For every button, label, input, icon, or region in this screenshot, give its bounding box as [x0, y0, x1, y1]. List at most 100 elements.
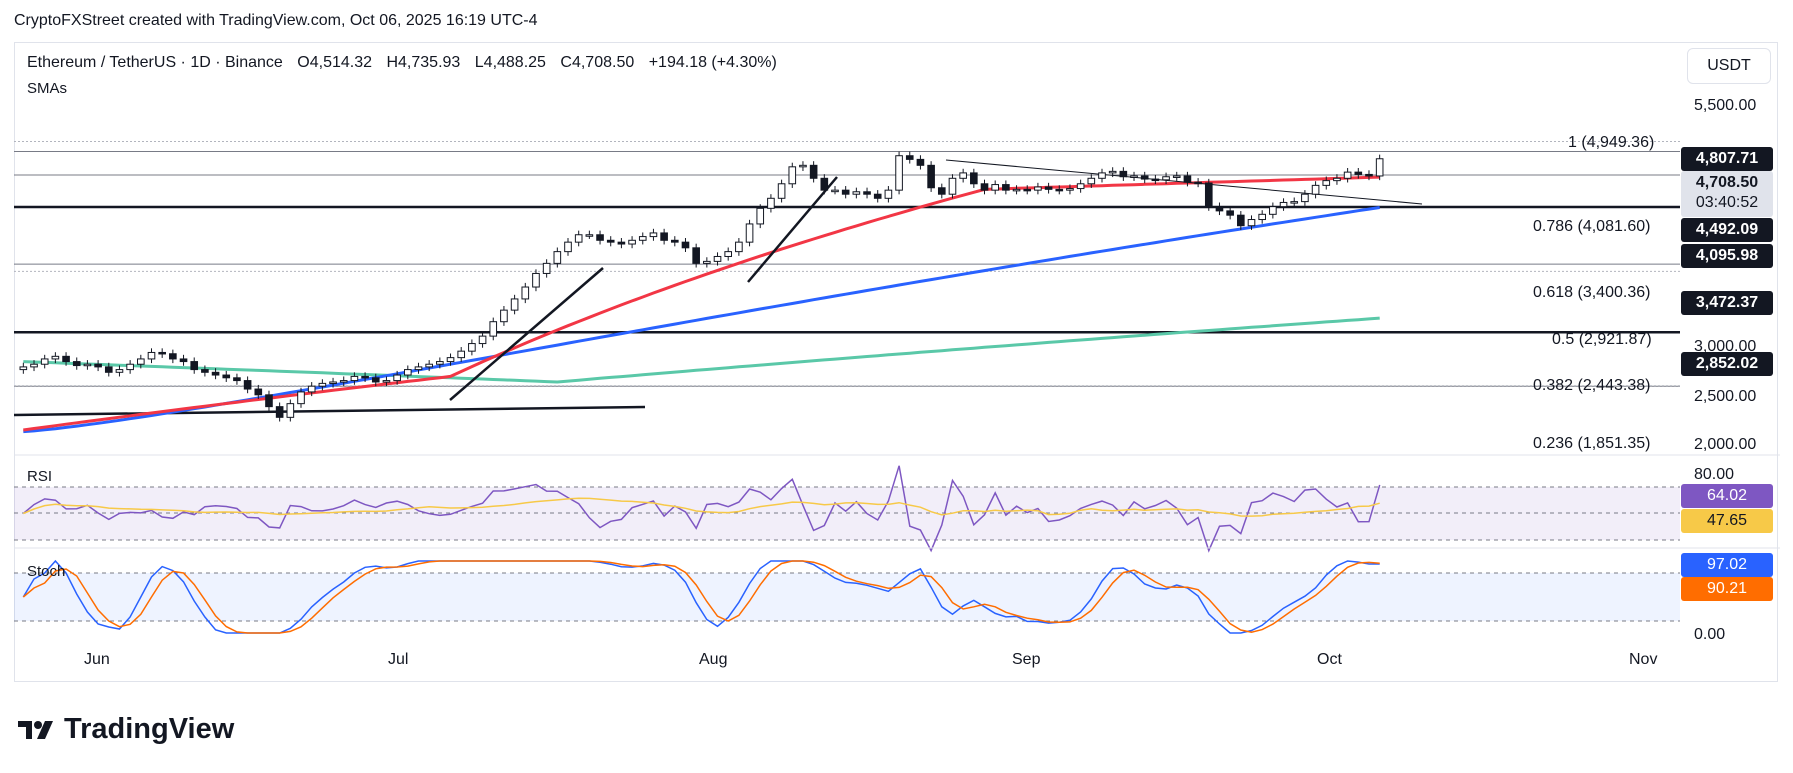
- candle-up: [1301, 190, 1309, 206]
- candle-up: [735, 238, 743, 256]
- candle-up: [553, 247, 562, 268]
- candle-up: [425, 360, 433, 372]
- candle-body: [681, 241, 690, 249]
- candle-body: [275, 406, 284, 418]
- candle-down: [371, 373, 380, 387]
- stoch-d-line: [22, 560, 1380, 634]
- candle-body: [831, 189, 839, 193]
- candle-body: [510, 298, 519, 311]
- candle-up: [831, 186, 839, 195]
- candle-body: [1258, 213, 1266, 221]
- fib-0236-ratio: 0.236: [1533, 435, 1574, 452]
- candle-up: [777, 179, 786, 203]
- fib-0382-ratio: 0.382: [1533, 377, 1574, 394]
- candle-up: [895, 151, 903, 195]
- candle-body: [585, 234, 594, 237]
- candle-body: [767, 197, 775, 209]
- candle-body: [1343, 171, 1352, 179]
- candle-up: [1290, 197, 1299, 207]
- ohlc-high: H4,735.93: [386, 54, 461, 71]
- candles: [19, 151, 1384, 422]
- candle-body: [414, 366, 423, 371]
- candle-down: [1365, 170, 1373, 181]
- candle-up: [350, 372, 359, 385]
- candle-body: [1204, 182, 1213, 208]
- candle-up: [1130, 171, 1138, 181]
- candle-down: [841, 186, 850, 199]
- candle-body: [169, 353, 177, 360]
- candle-up: [414, 362, 423, 374]
- stoch-tick-0: 0.00: [1694, 626, 1726, 643]
- candle-body: [660, 232, 668, 241]
- symbol-name[interactable]: Ethereum / TetherUS · 1D · Binance: [27, 54, 283, 71]
- candle-body: [222, 374, 231, 379]
- fib-0618-ratio: 0.618: [1533, 284, 1574, 301]
- candle-down: [1023, 185, 1032, 195]
- candle-body: [1375, 158, 1384, 177]
- candle-body: [916, 158, 925, 166]
- candle-body: [1322, 180, 1331, 186]
- candle-down: [211, 368, 220, 380]
- candle-body: [959, 172, 967, 179]
- candle-up: [403, 365, 412, 380]
- trendline-august: [747, 176, 838, 283]
- symbol-legend[interactable]: Ethereum / TetherUS · 1D · Binance O4,51…: [27, 54, 787, 72]
- candle-body: [628, 239, 636, 245]
- candle-body: [1055, 188, 1064, 192]
- candle-up: [115, 365, 124, 377]
- candle-down: [72, 357, 81, 370]
- candle-down: [222, 370, 231, 382]
- chart-credit: CryptoFXStreet created with TradingView.…: [14, 12, 538, 29]
- fib-05-ratio: 0.5: [1552, 331, 1575, 348]
- rsi-label[interactable]: RSI: [27, 468, 53, 485]
- candle-down: [617, 238, 626, 249]
- candle-body: [745, 223, 754, 243]
- candle-body: [72, 361, 81, 367]
- candle-down: [179, 354, 188, 366]
- candle-body: [265, 394, 273, 408]
- candle-body: [1066, 188, 1074, 191]
- candle-up: [40, 354, 49, 369]
- candle-down: [1183, 171, 1192, 187]
- indicator-sma-label[interactable]: SMAs: [27, 80, 68, 97]
- horizontal-levels: [13, 140, 1680, 417]
- stoch-label[interactable]: Stoch: [27, 563, 66, 580]
- price-tick-2500: 2,500.00: [1694, 388, 1757, 405]
- candle-body: [905, 155, 914, 160]
- month-oct: Oct: [1317, 651, 1342, 668]
- stoch-band: [14, 573, 1680, 621]
- candle-up: [1269, 202, 1277, 219]
- candle-body: [991, 184, 1000, 191]
- candle-body: [703, 260, 711, 264]
- month-aug: Aug: [699, 651, 728, 668]
- candle-body: [425, 363, 433, 368]
- candle-body: [1140, 175, 1149, 180]
- candle-down: [916, 155, 925, 170]
- candle-up: [585, 230, 594, 239]
- fib-0786-ratio: 0.786: [1533, 218, 1574, 235]
- candle-body: [948, 177, 957, 195]
- candle-body: [457, 350, 466, 359]
- candle-up: [307, 382, 316, 397]
- candle-body: [788, 166, 797, 185]
- candle-up: [500, 306, 508, 326]
- candle-up: [286, 399, 295, 422]
- support-line: [13, 405, 646, 417]
- candle-body: [30, 363, 38, 368]
- candle-body: [724, 251, 733, 257]
- candle-up: [532, 269, 540, 292]
- candle-up: [1012, 185, 1021, 195]
- candle-body: [1130, 175, 1138, 178]
- candle-body: [852, 191, 861, 195]
- candle-body: [1226, 210, 1234, 216]
- candle-body: [137, 358, 145, 365]
- candle-body: [1076, 183, 1085, 190]
- candle-body: [158, 351, 166, 355]
- candle-body: [286, 403, 295, 418]
- fib-1-ratio: 1: [1568, 134, 1577, 151]
- candle-up: [329, 377, 337, 388]
- tradingview-logo[interactable]: TradingView: [18, 713, 234, 746]
- candle-body: [735, 241, 743, 253]
- currency-selector[interactable]: USDT: [1687, 48, 1771, 84]
